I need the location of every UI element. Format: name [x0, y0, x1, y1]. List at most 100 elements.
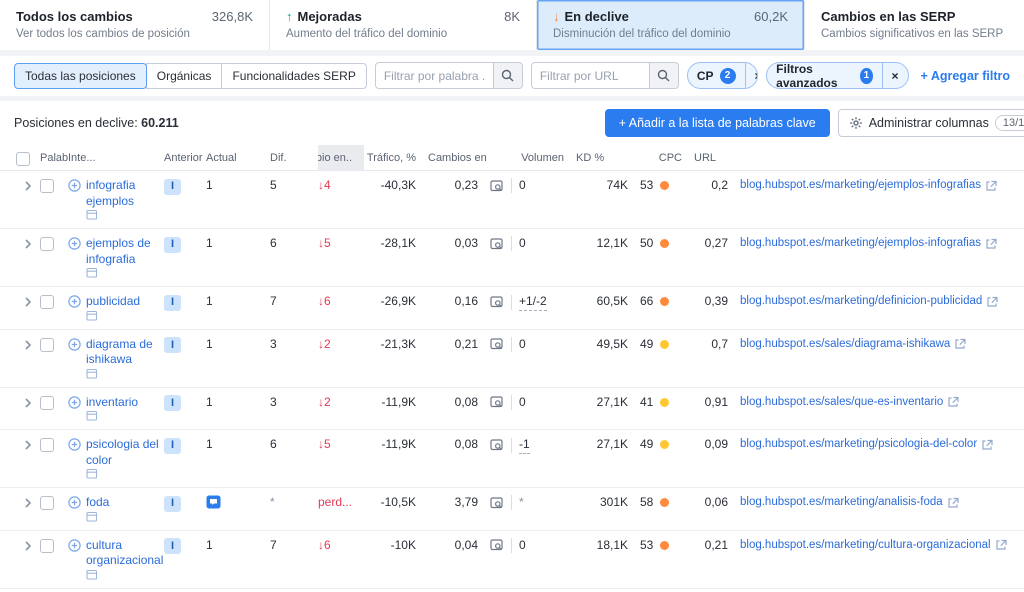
- tab-improved[interactable]: ↑ Mejoradas 8K Aumento del tráfico del d…: [270, 0, 537, 50]
- keyword-filter-search-button[interactable]: [493, 62, 523, 89]
- kd-value: 53: [640, 538, 653, 554]
- serp-changes-value[interactable]: +1/-2: [519, 294, 547, 311]
- segment-serp-features[interactable]: Funcionalidades SERP: [221, 63, 366, 89]
- serp-snapshot-icon: [490, 338, 504, 350]
- chevron-right-icon: [23, 439, 33, 451]
- segment-all-positions[interactable]: Todas las posiciones: [14, 63, 147, 89]
- column-header-keyword[interactable]: Palabra clave: [40, 152, 68, 164]
- column-header-serp-changes[interactable]: Cambios en las ...: [428, 152, 490, 164]
- keyword-filter-input[interactable]: [375, 62, 493, 89]
- expand-row-button[interactable]: [16, 538, 40, 552]
- chip-label: Filtros avanzados: [776, 62, 854, 89]
- tab-subtitle: Ver todos los cambios de posición: [16, 28, 253, 40]
- intent-badge-informational[interactable]: I: [164, 496, 181, 512]
- column-header-intent[interactable]: Inte...: [68, 152, 164, 164]
- filter-chip-cp-body[interactable]: CP 2: [688, 68, 745, 84]
- url-link[interactable]: blog.hubspot.es/sales/diagrama-ishikawa: [740, 337, 950, 353]
- add-filter-button[interactable]: + Agregar filtro: [921, 69, 1010, 83]
- checkbox[interactable]: [40, 237, 54, 251]
- manage-columns-button[interactable]: Administrar columnas 13/16: [838, 109, 1024, 137]
- url-filter-input[interactable]: [531, 62, 649, 89]
- intent-badge-informational[interactable]: I: [164, 295, 181, 311]
- position-diff-cell: ↓2: [318, 395, 364, 411]
- url-link[interactable]: blog.hubspot.es/marketing/psicologia-del…: [740, 437, 977, 453]
- keyword-link[interactable]: psicologia del color: [86, 437, 164, 480]
- column-header-volume[interactable]: Volumen: [490, 152, 576, 164]
- keyword-card-icon: [86, 511, 98, 523]
- keyword-link[interactable]: foda: [86, 495, 109, 523]
- column-header-current[interactable]: Actual: [206, 152, 270, 164]
- cpc-cell: 0,7: [694, 337, 740, 353]
- tab-declined[interactable]: ↓ En declive 60,2K Disminución del tráfi…: [537, 0, 805, 50]
- gear-icon: [849, 116, 863, 130]
- url-link[interactable]: blog.hubspot.es/marketing/cultura-organi…: [740, 538, 991, 554]
- keyword-link[interactable]: cultura organizacional: [86, 538, 164, 581]
- checkbox[interactable]: [40, 179, 54, 193]
- tab-all-changes[interactable]: Todos los cambios 326,8K Ver todos los c…: [0, 0, 270, 50]
- intent-cell: I: [164, 538, 206, 555]
- column-header-traffic-change[interactable]: Cambio en..: [318, 145, 364, 171]
- column-header-url[interactable]: URL: [694, 152, 740, 164]
- column-label: Cambios en las ...: [428, 152, 490, 164]
- url-link[interactable]: blog.hubspot.es/sales/que-es-inventario: [740, 395, 943, 411]
- keyword-link[interactable]: infografia ejemplos: [86, 178, 164, 221]
- row-checkbox-cell: [40, 337, 68, 352]
- kd-difficulty-dot: [660, 340, 669, 349]
- intent-badge-informational[interactable]: I: [164, 179, 181, 195]
- intent-badge-informational[interactable]: I: [164, 237, 181, 253]
- url-cell: blog.hubspot.es/sales/diagrama-ishikawa: [740, 337, 1024, 353]
- add-to-keyword-list-button[interactable]: + Añadir a la lista de palabras clave: [605, 109, 830, 137]
- checkbox[interactable]: [40, 438, 54, 452]
- keyword-link[interactable]: diagrama de ishikawa: [86, 337, 164, 380]
- expand-row-button[interactable]: [16, 236, 40, 250]
- column-header-cpc[interactable]: CPC: [640, 152, 694, 164]
- expand-row-button[interactable]: [16, 495, 40, 509]
- intent-badge-informational[interactable]: I: [164, 538, 181, 554]
- url-cell: blog.hubspot.es/marketing/psicologia-del…: [740, 437, 1024, 453]
- segment-organic[interactable]: Orgánicas: [146, 63, 223, 89]
- checkbox[interactable]: [16, 152, 30, 166]
- checkbox[interactable]: [40, 396, 54, 410]
- keyword-link[interactable]: ejemplos de infografia: [86, 236, 164, 279]
- checkbox[interactable]: [40, 496, 54, 510]
- traffic-change-cell: -11,9K: [364, 437, 428, 453]
- chip-close-icon[interactable]: ×: [882, 63, 908, 88]
- checkbox[interactable]: [40, 338, 54, 352]
- expand-row-button[interactable]: [16, 337, 40, 351]
- column-header-previous[interactable]: Anterior: [164, 152, 206, 164]
- column-header-traffic-pct[interactable]: Tráfico, %: [364, 152, 428, 164]
- table-row: inventario I13↓2-11,9K0,08027,1K410,91bl…: [0, 388, 1024, 431]
- expand-row-button[interactable]: [16, 178, 40, 192]
- chip-count-badge: 1: [860, 68, 872, 84]
- add-to-list-plus-icon: [68, 496, 81, 509]
- external-link-icon: [954, 338, 966, 350]
- column-label: KD %: [576, 152, 604, 164]
- intent-badge-informational[interactable]: I: [164, 438, 181, 454]
- url-link[interactable]: blog.hubspot.es/marketing/ejemplos-infog…: [740, 178, 981, 194]
- select-all-checkbox[interactable]: [16, 151, 40, 166]
- checkbox[interactable]: [40, 539, 54, 553]
- column-header-diff[interactable]: Dif.: [270, 152, 318, 164]
- expand-row-button[interactable]: [16, 294, 40, 308]
- filter-chip-advanced-body[interactable]: Filtros avanzados 1: [767, 62, 881, 89]
- serp-changes-value: *: [519, 495, 524, 511]
- intent-badge-informational[interactable]: I: [164, 337, 181, 353]
- checkbox[interactable]: [40, 295, 54, 309]
- url-link[interactable]: blog.hubspot.es/marketing/definicion-pub…: [740, 294, 982, 310]
- kd-value: 58: [640, 495, 653, 511]
- current-position-cell: *: [270, 495, 318, 511]
- chip-close-icon[interactable]: ×: [745, 63, 759, 88]
- keyword-link[interactable]: inventario: [86, 395, 138, 423]
- column-header-kd[interactable]: KD %: [576, 152, 640, 164]
- position-diff-cell: ↓5: [318, 236, 364, 252]
- volume-cell: 12,1K: [576, 236, 640, 252]
- url-link[interactable]: blog.hubspot.es/marketing/analisis-foda: [740, 495, 943, 511]
- url-link[interactable]: blog.hubspot.es/marketing/ejemplos-infog…: [740, 236, 981, 252]
- intent-badge-informational[interactable]: I: [164, 395, 181, 411]
- tab-serp-changes[interactable]: Cambios en las SERP Cambios significativ…: [805, 0, 1024, 50]
- expand-row-button[interactable]: [16, 395, 40, 409]
- keyword-link[interactable]: publicidad: [86, 294, 140, 322]
- expand-row-button[interactable]: [16, 437, 40, 451]
- serp-changes-value[interactable]: -1: [519, 437, 530, 454]
- url-filter-search-button[interactable]: [649, 62, 679, 89]
